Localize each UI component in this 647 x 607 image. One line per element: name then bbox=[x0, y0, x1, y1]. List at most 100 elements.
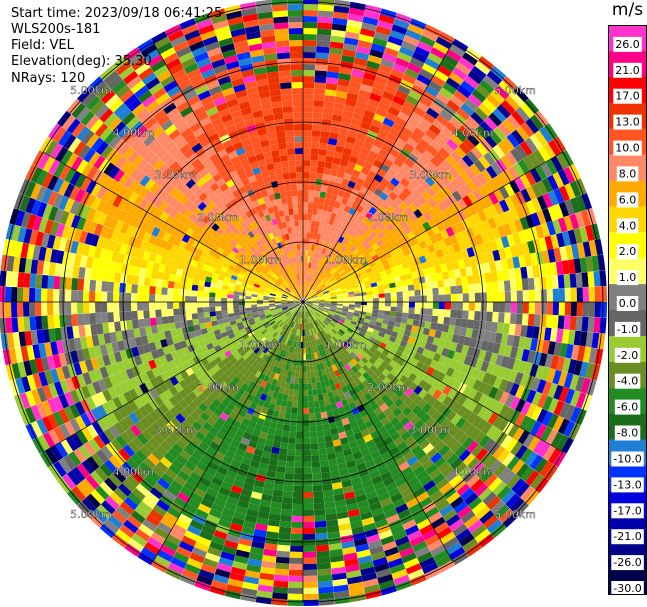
velocity-gate bbox=[472, 379, 483, 391]
velocity-gate bbox=[391, 24, 408, 35]
velocity-gate bbox=[305, 294, 311, 300]
velocity-gate bbox=[319, 191, 327, 199]
velocity-gate bbox=[378, 309, 385, 315]
velocity-gate bbox=[427, 52, 443, 65]
velocity-gate bbox=[465, 47, 482, 61]
velocity-gate bbox=[290, 539, 303, 546]
velocity-gate bbox=[495, 158, 508, 173]
velocity-gate bbox=[359, 121, 371, 131]
velocity-gate bbox=[311, 306, 318, 310]
velocity-gate bbox=[581, 316, 589, 332]
velocity-gate bbox=[540, 162, 553, 178]
velocity-gate bbox=[300, 353, 303, 360]
velocity-gate bbox=[333, 151, 343, 160]
velocity-gate bbox=[324, 270, 330, 277]
velocity-gate bbox=[438, 256, 446, 266]
velocity-gate bbox=[528, 302, 535, 314]
velocity-gate bbox=[358, 331, 366, 337]
velocity-gate bbox=[383, 263, 391, 271]
velocity-gate bbox=[457, 198, 468, 210]
velocity-gate bbox=[327, 285, 334, 290]
velocity-gate bbox=[317, 203, 324, 211]
velocity-gate bbox=[407, 336, 416, 345]
velocity-gate bbox=[288, 569, 303, 577]
velocity-gate bbox=[351, 281, 359, 286]
velocity-gate bbox=[209, 287, 217, 293]
velocity-gate bbox=[434, 69, 449, 83]
velocity-gate bbox=[480, 231, 490, 244]
velocity-gate bbox=[335, 90, 348, 99]
velocity-gate bbox=[303, 106, 314, 113]
velocity-gate bbox=[370, 282, 378, 288]
velocity-gate bbox=[323, 255, 329, 263]
velocity-gate bbox=[336, 139, 346, 148]
velocity-gate bbox=[331, 319, 338, 324]
velocity-gate bbox=[513, 87, 529, 103]
velocity-gate bbox=[463, 336, 472, 347]
velocity-gate bbox=[396, 182, 406, 192]
velocity-gate bbox=[321, 210, 328, 217]
velocity-gate bbox=[467, 70, 483, 85]
velocity-gate bbox=[399, 220, 409, 230]
velocity-gate bbox=[71, 290, 78, 302]
velocity-gate bbox=[344, 240, 351, 248]
velocity-gate bbox=[457, 335, 466, 345]
velocity-gate bbox=[430, 273, 438, 282]
velocity-gate bbox=[363, 264, 371, 271]
velocity-gate bbox=[426, 145, 439, 157]
velocity-gate bbox=[316, 290, 323, 294]
velocity-gate bbox=[418, 354, 428, 364]
velocity-gate bbox=[351, 230, 359, 239]
velocity-gate bbox=[466, 275, 475, 285]
velocity-gate bbox=[533, 314, 541, 327]
velocity-gate bbox=[340, 61, 354, 70]
velocity-gate bbox=[444, 170, 456, 183]
velocity-gate bbox=[311, 130, 321, 137]
velocity-gate bbox=[343, 278, 351, 284]
velocity-gate bbox=[542, 395, 554, 411]
velocity-gate bbox=[360, 270, 367, 276]
velocity-gate bbox=[309, 419, 316, 426]
velocity-gate bbox=[552, 369, 562, 385]
velocity-gate bbox=[414, 289, 421, 297]
velocity-gate bbox=[323, 307, 331, 311]
velocity-gate bbox=[303, 280, 306, 287]
velocity-gate bbox=[278, 532, 291, 540]
velocity-gate bbox=[342, 218, 350, 226]
velocity-gate bbox=[420, 295, 427, 302]
velocity-gate bbox=[233, 305, 240, 310]
velocity-gate bbox=[405, 273, 413, 280]
velocity-gate bbox=[502, 223, 513, 236]
velocity-gate bbox=[429, 251, 439, 260]
velocity-gate bbox=[504, 302, 511, 313]
velocity-gate bbox=[497, 172, 510, 186]
velocity-gate bbox=[446, 244, 456, 255]
velocity-gate bbox=[274, 568, 289, 576]
velocity-gate bbox=[289, 383, 295, 390]
velocity-gate bbox=[477, 329, 485, 341]
velocity-gate bbox=[371, 343, 380, 350]
velocity-gate bbox=[472, 201, 483, 213]
velocity-gate bbox=[430, 182, 442, 194]
velocity-gate bbox=[312, 297, 319, 300]
velocity-gate bbox=[303, 449, 312, 456]
velocity-gate bbox=[416, 184, 427, 195]
velocity-gate bbox=[313, 285, 319, 291]
velocity-gate bbox=[384, 292, 391, 298]
velocity-gate bbox=[383, 47, 399, 58]
velocity-gate bbox=[449, 317, 457, 326]
velocity-gate bbox=[580, 209, 591, 227]
velocity-gate bbox=[324, 217, 331, 224]
velocity-gate bbox=[593, 270, 601, 287]
velocity-gate bbox=[497, 225, 507, 238]
velocity-gate bbox=[512, 256, 521, 269]
velocity-gate bbox=[203, 306, 210, 313]
velocity-gate bbox=[279, 520, 292, 528]
velocity-gate bbox=[313, 496, 325, 504]
velocity-gate bbox=[471, 65, 487, 80]
velocity-gate bbox=[311, 276, 316, 283]
velocity-gate bbox=[373, 227, 382, 236]
velocity-gate bbox=[303, 593, 319, 600]
velocity-gate bbox=[351, 169, 361, 178]
velocity-gate bbox=[280, 514, 292, 522]
